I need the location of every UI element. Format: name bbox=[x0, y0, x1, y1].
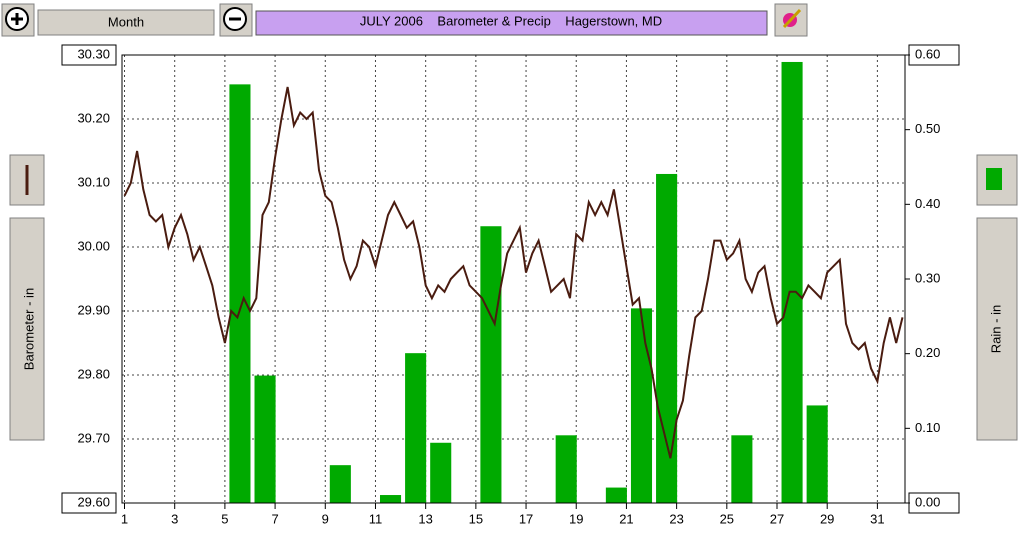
x-tick-label: 1 bbox=[121, 511, 128, 526]
y2-tick-label: 0.10 bbox=[915, 420, 940, 435]
y-tick-label: 30.30 bbox=[77, 46, 110, 61]
x-tick-label: 19 bbox=[569, 511, 583, 526]
x-tick-label: 3 bbox=[171, 511, 178, 526]
title-box bbox=[255, 10, 768, 36]
bar bbox=[656, 173, 678, 504]
color-button[interactable] bbox=[774, 3, 808, 37]
bar bbox=[229, 84, 251, 504]
x-tick-label: 5 bbox=[221, 511, 228, 526]
legend-button[interactable] bbox=[976, 217, 1018, 441]
x-tick-label: 31 bbox=[870, 511, 884, 526]
y-tick-label: 30.20 bbox=[77, 110, 110, 125]
bar bbox=[405, 353, 427, 504]
chart-title: JULY 2006 Barometer & Precip Hagerstown,… bbox=[360, 13, 662, 28]
zoom-in-button[interactable] bbox=[1, 3, 35, 37]
bar bbox=[480, 226, 502, 504]
period-button[interactable] bbox=[37, 9, 215, 36]
x-tick-label: 9 bbox=[322, 511, 329, 526]
period-label: Month bbox=[108, 14, 144, 29]
y2-tick-label: 0.30 bbox=[915, 270, 940, 285]
bar bbox=[430, 442, 452, 504]
bar bbox=[605, 487, 627, 504]
x-tick-label: 17 bbox=[519, 511, 533, 526]
y2-tick-label: 0.00 bbox=[915, 494, 940, 509]
line bbox=[123, 86, 904, 459]
legend-button[interactable] bbox=[9, 217, 45, 441]
x-tick-label: 21 bbox=[619, 511, 633, 526]
x-tick-label: 7 bbox=[271, 511, 278, 526]
bar bbox=[731, 435, 753, 504]
bar bbox=[806, 405, 828, 504]
y-tick-label: 29.80 bbox=[77, 366, 110, 381]
x-tick-label: 23 bbox=[669, 511, 683, 526]
legend-swatch bbox=[986, 168, 1002, 190]
x-tick-label: 27 bbox=[770, 511, 784, 526]
y-tick-label: 30.00 bbox=[77, 238, 110, 253]
legend-label: Barometer - in bbox=[21, 288, 36, 370]
y2-tick-label: 0.20 bbox=[915, 345, 940, 360]
x-tick-label: 15 bbox=[469, 511, 483, 526]
x-tick-label: 29 bbox=[820, 511, 834, 526]
tick-label-box bbox=[61, 44, 117, 66]
legend-label: Rain - in bbox=[988, 305, 1003, 353]
y2-tick-label: 0.60 bbox=[915, 46, 940, 61]
bar bbox=[254, 375, 276, 504]
bar bbox=[781, 61, 803, 504]
y2-tick-label: 0.50 bbox=[915, 121, 940, 136]
bar bbox=[379, 495, 402, 504]
bar bbox=[329, 465, 351, 504]
y-tick-label: 29.60 bbox=[77, 494, 110, 509]
zoom-out-button[interactable] bbox=[219, 3, 253, 37]
x-tick-label: 13 bbox=[418, 511, 432, 526]
y2-tick-label: 0.40 bbox=[915, 196, 940, 211]
x-tick-label: 25 bbox=[720, 511, 734, 526]
bar bbox=[555, 435, 577, 504]
plot-frame bbox=[121, 54, 906, 504]
tick-label-box bbox=[61, 492, 117, 514]
bar bbox=[630, 308, 653, 504]
y-tick-label: 30.10 bbox=[77, 174, 110, 189]
y-tick-label: 29.70 bbox=[77, 430, 110, 445]
x-tick-label: 11 bbox=[369, 511, 383, 526]
y-tick-label: 29.90 bbox=[77, 302, 110, 317]
